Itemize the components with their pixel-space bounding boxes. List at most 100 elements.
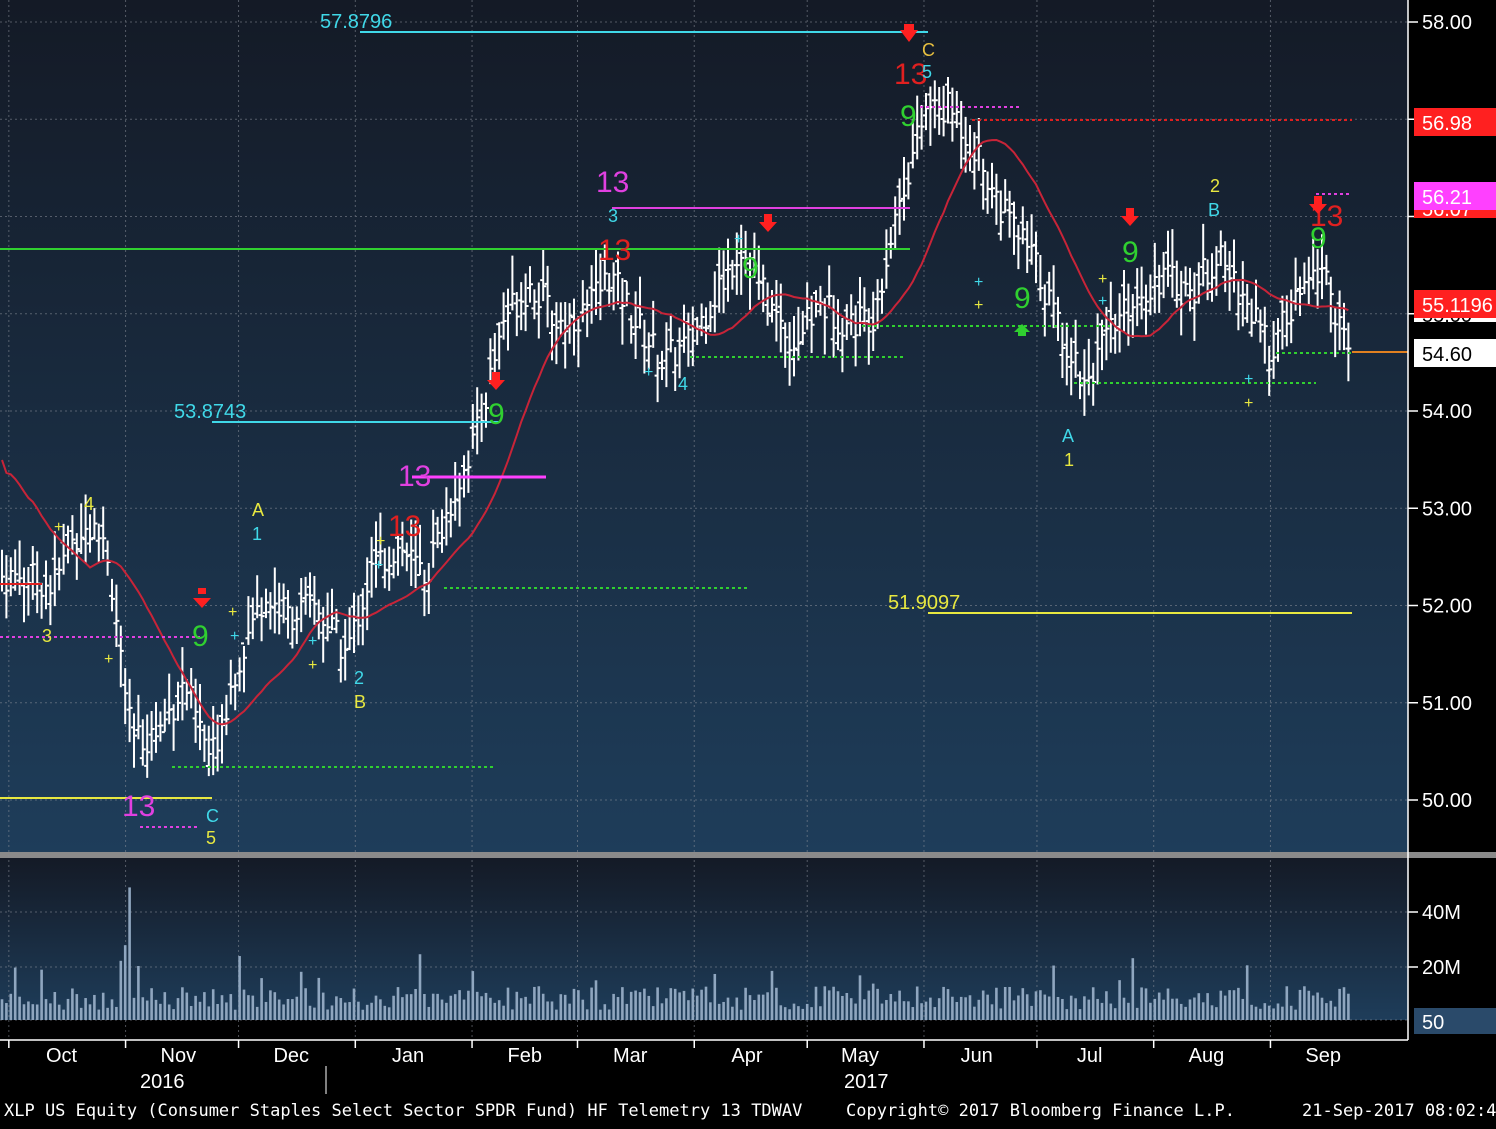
price-bar [571,298,577,356]
volume-bar [506,987,510,1020]
volume-bar [1166,988,1170,1020]
x-month-label: May [841,1045,879,1067]
price-bar [641,319,648,374]
volume-bar [1272,1008,1275,1020]
price-bar [1006,190,1013,238]
volume-bar [1109,1003,1113,1020]
volume-bar [1105,991,1108,1020]
volume-bar [119,960,123,1020]
price-bar [549,310,555,361]
count-9: 9 [742,252,759,285]
volume-bar [995,987,998,1020]
volume-bar [823,986,827,1020]
price-bar [197,683,203,751]
price-bar [307,572,313,618]
price-bar [1165,230,1171,287]
volume-bar [321,992,325,1020]
price-bar [707,301,714,333]
volume-bar [264,1001,268,1020]
price-bar [544,265,551,328]
wave-label: 1 [1064,450,1074,470]
price-bar [1305,256,1312,305]
volume-bar [207,1006,211,1020]
price-bar [412,520,419,589]
volume-bar [907,1001,910,1020]
price-bar [799,310,806,346]
price-bar [320,606,327,663]
price-bar [403,542,410,572]
price-bar [843,304,850,340]
volume-bar [1135,1007,1139,1020]
price-bar [359,588,366,646]
volume-bar [216,1003,219,1020]
volume-bar [137,966,140,1020]
volume-bar [533,986,536,1020]
volume-bar [673,988,677,1020]
price-bar [703,307,709,344]
price-bar [1336,290,1343,351]
volume-bar [863,999,866,1020]
volume-bar [704,986,708,1020]
down-arrow-icon [193,588,211,608]
price-bar [1068,337,1075,396]
price-bar [487,338,494,385]
volume-tick-label: 20M [1422,957,1461,979]
price-bar [905,162,912,200]
volume-bar [1017,995,1020,1020]
volume-bar [75,994,79,1020]
volume-bar [27,1001,30,1020]
volume-bar [453,994,457,1020]
svg-text:+: + [230,628,239,645]
price-bar [747,252,753,310]
price-bar [276,582,283,635]
volume-bar [480,996,483,1020]
price-bar [1019,206,1026,245]
count-9: 9 [488,398,505,431]
volume-bar [475,991,479,1020]
price-bar [606,273,613,307]
volume-bar [634,990,637,1020]
price-bar [857,277,863,337]
volume-bar [1074,998,1077,1020]
price-bar [1121,270,1127,332]
price-bars [0,76,1352,778]
volume-bar [810,1007,813,1020]
price-bar [179,647,186,721]
price-bar [813,290,819,318]
volume-bar [497,1000,501,1020]
volume-bar [387,1007,391,1020]
price-tags: 56.98 56.07 56.21 55.00 55.1196 54.60 [1414,108,1496,367]
price-bar [1253,279,1259,324]
wave-label: C [922,40,935,60]
volume-bar [691,988,695,1020]
volume-bar [493,1002,497,1020]
wave-label: B [1208,200,1220,220]
x-month-label: Jul [1077,1045,1103,1067]
price-bar [672,347,679,391]
volume-bar [722,1001,725,1020]
price-bar [1332,306,1339,358]
volume-bar [57,1004,61,1020]
price-bar [386,546,393,591]
price-bar [249,597,256,640]
volume-bar [1171,998,1174,1020]
level-label-57-8796: 57.8796 [320,11,392,33]
price-bar [1143,284,1149,335]
price-bar [16,540,23,596]
volume-bar [5,1003,8,1020]
panel-divider [0,852,1496,858]
wave-label: 5 [922,62,932,82]
price-bar [619,278,626,345]
volume-bar [695,995,699,1020]
volume-bar [308,1005,312,1020]
price-bar [175,681,181,721]
price-bar [676,327,683,379]
volume-bar [1325,1003,1328,1020]
price-bar [232,673,239,711]
price-bar [1288,289,1295,344]
price-bar [505,288,511,351]
price-bar [865,308,872,365]
volume-bar [511,1009,514,1020]
price-bar [1024,221,1031,274]
price-bar [971,132,978,190]
